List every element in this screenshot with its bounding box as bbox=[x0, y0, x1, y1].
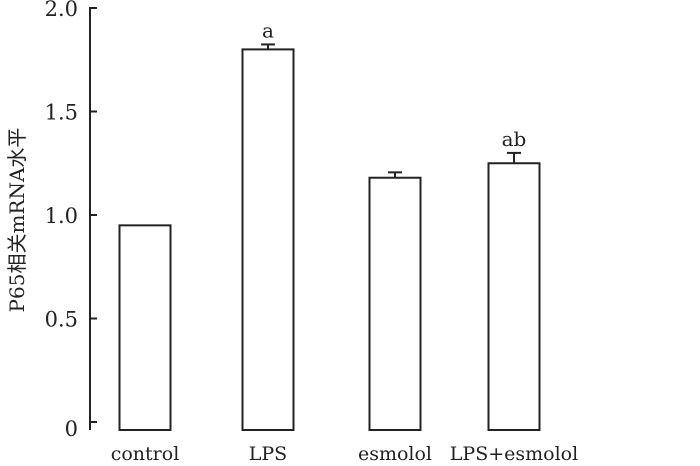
y-tick-label: 1.5 bbox=[45, 101, 78, 125]
y-tick-label: 1.0 bbox=[45, 204, 78, 228]
y-axis-label: P65相关mRNA水平 bbox=[5, 128, 29, 313]
bar-control bbox=[118, 224, 172, 431]
x-tick-label: LPS bbox=[249, 443, 287, 465]
bar-LPS+esmolol bbox=[487, 162, 541, 431]
bars: control a LPS esmolol ab LPS+esmolol bbox=[111, 18, 578, 465]
y-tick-label: 2.0 bbox=[45, 0, 78, 21]
bar-esmolol bbox=[368, 176, 422, 431]
bar-LPS bbox=[241, 48, 295, 432]
x-tick-label: LPS+esmolol bbox=[450, 443, 578, 465]
y-axis: 0 0.5 1.0 1.5 2.0 bbox=[45, 0, 97, 441]
y-tick-label: 0.5 bbox=[45, 308, 78, 332]
significance-label: a bbox=[262, 18, 274, 42]
x-tick-label: control bbox=[111, 443, 180, 465]
y-tick-label: 0 bbox=[65, 417, 78, 441]
significance-label: ab bbox=[502, 127, 527, 151]
x-tick-label: esmolol bbox=[358, 443, 432, 465]
